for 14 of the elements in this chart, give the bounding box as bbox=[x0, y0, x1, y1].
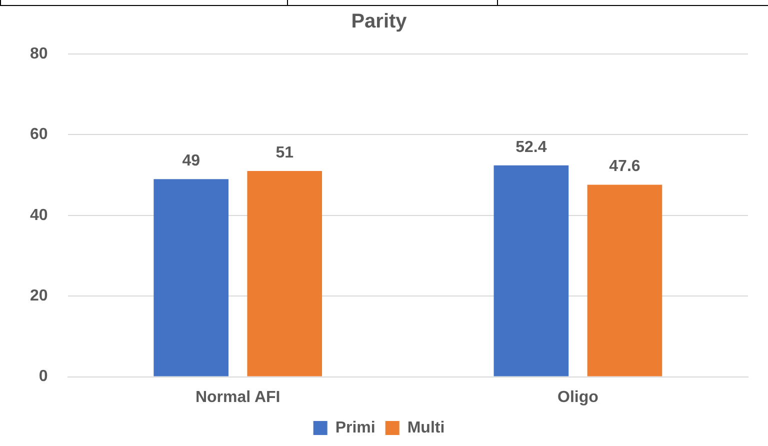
legend-label: Primi bbox=[335, 419, 376, 436]
y-tick-label: 20 bbox=[30, 288, 48, 305]
y-tick-label: 60 bbox=[30, 126, 48, 144]
y-tick-label: 40 bbox=[30, 206, 48, 224]
y-tick-label: 80 bbox=[30, 45, 48, 62]
x-tick-label: Normal AFI bbox=[195, 388, 280, 406]
x-tick-label: Oligo bbox=[558, 388, 599, 406]
data-label: 49 bbox=[182, 152, 200, 170]
chart-title: Parity bbox=[351, 10, 408, 33]
data-label: 51 bbox=[276, 144, 294, 162]
y-tick-label: 0 bbox=[38, 368, 48, 386]
data-label: 47.6 bbox=[609, 158, 640, 176]
legend-label: Multi bbox=[407, 419, 445, 436]
data-label: 52.4 bbox=[516, 138, 547, 156]
